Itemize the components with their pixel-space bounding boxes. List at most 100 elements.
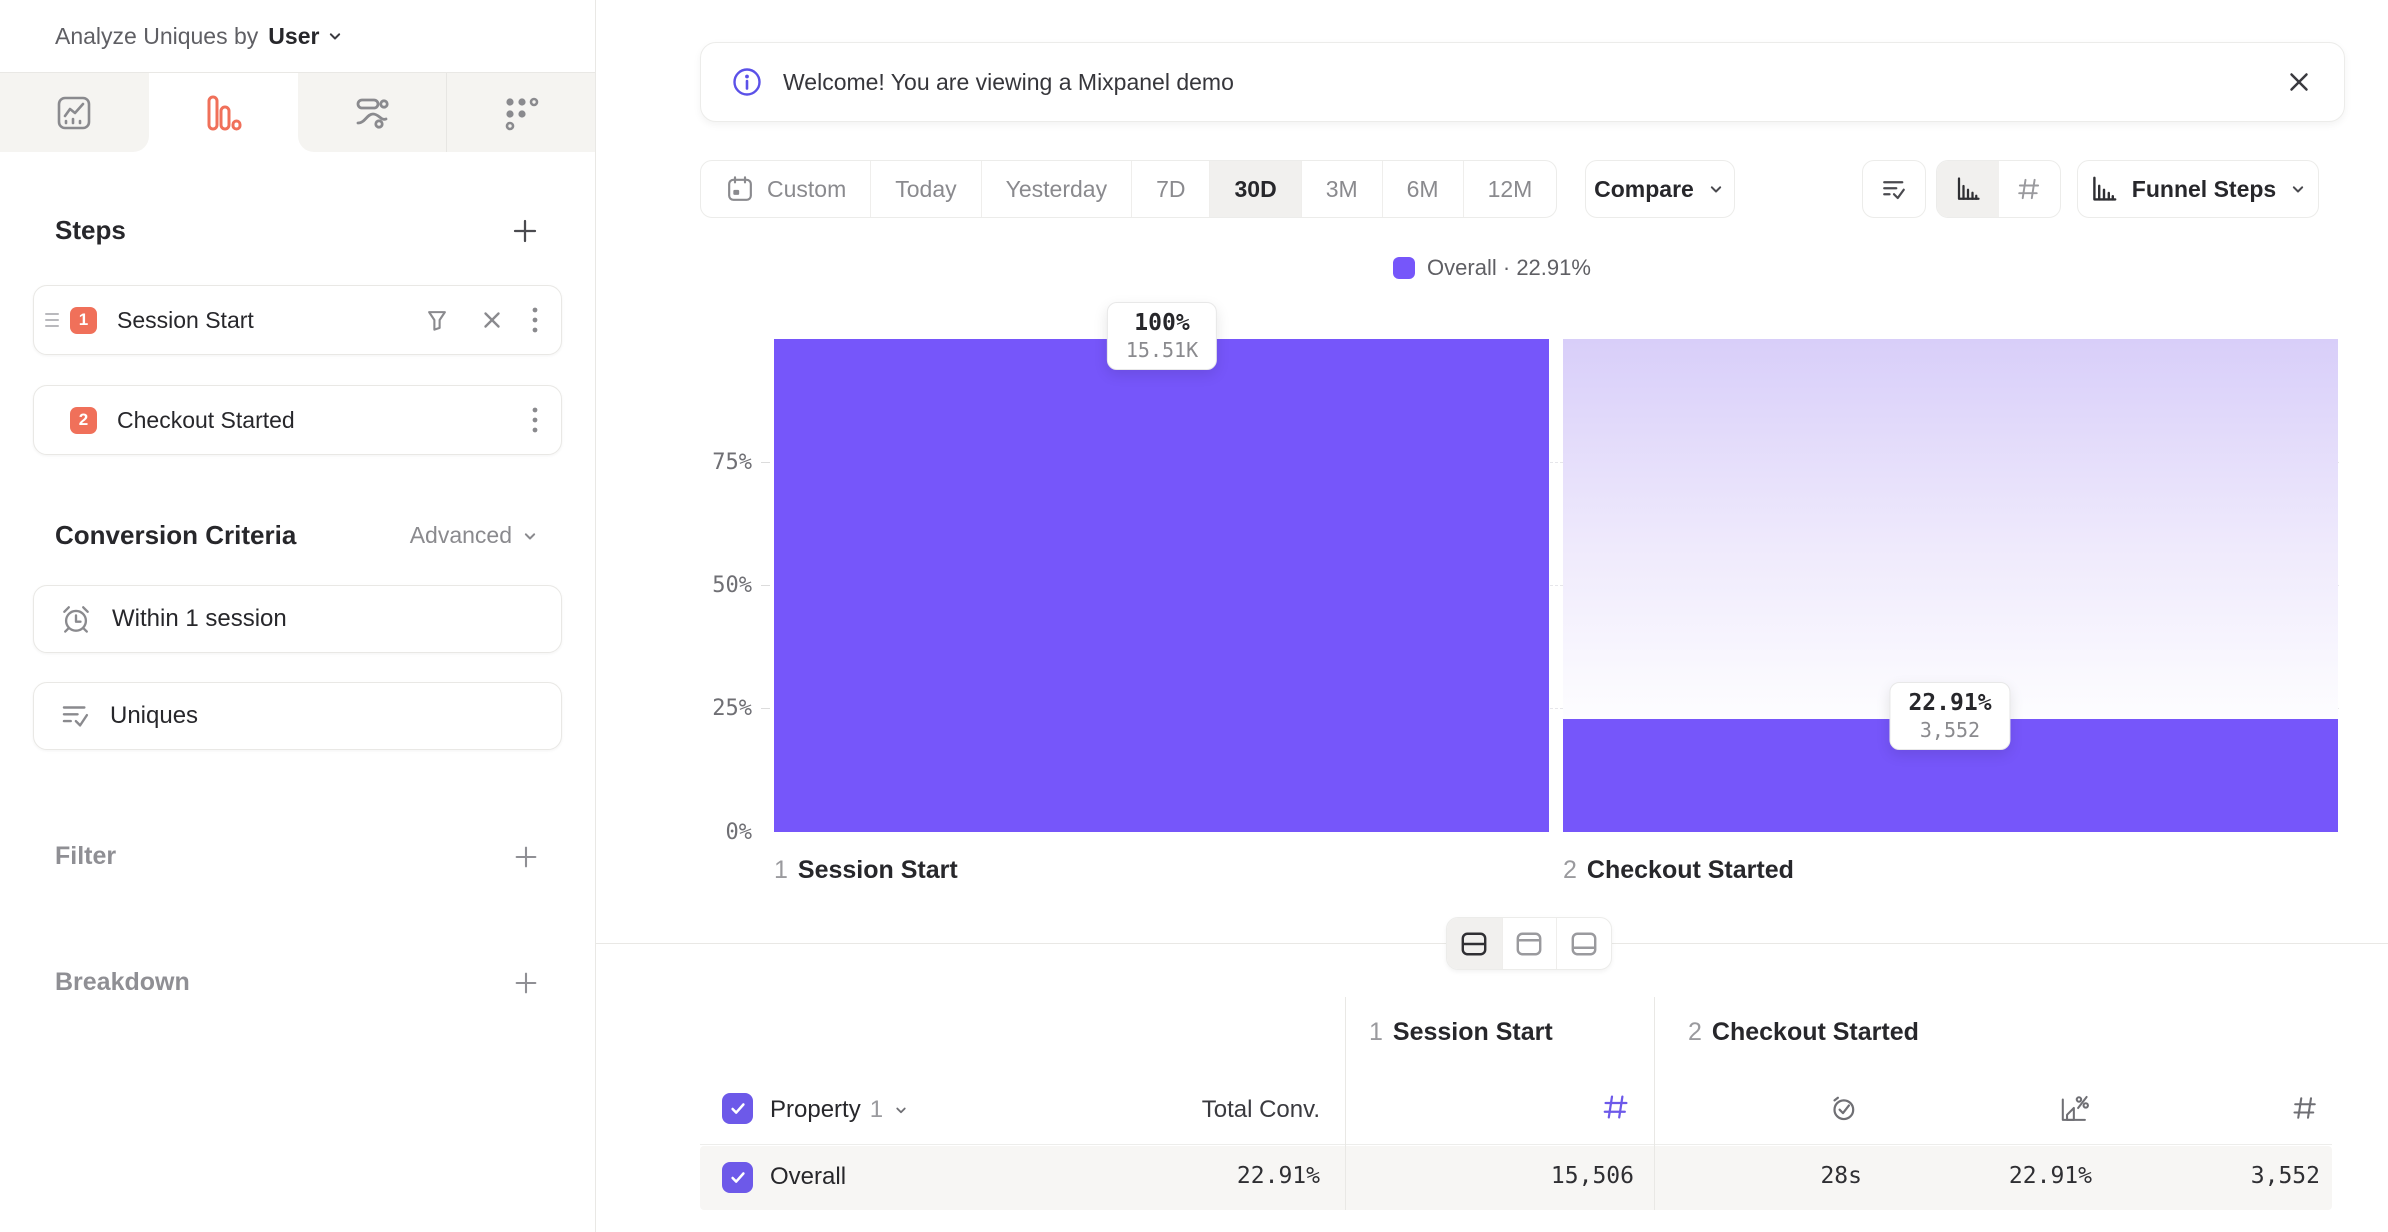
chart-only-view-toggle[interactable] [1501, 918, 1557, 969]
advanced-dropdown[interactable]: Advanced [410, 522, 540, 549]
counting-method-card[interactable]: Uniques [33, 682, 562, 750]
range-label: 12M [1487, 175, 1533, 202]
y-axis-tickmark [761, 585, 770, 586]
conversion-window-card[interactable]: Within 1 session [33, 585, 562, 653]
chevron-down-icon [520, 526, 540, 546]
compare-button[interactable]: Compare [1585, 160, 1735, 218]
range-label: Today [895, 175, 957, 202]
insights-icon [54, 93, 94, 133]
range-7d[interactable]: 7D [1132, 161, 1211, 217]
range-today[interactable]: Today [871, 161, 982, 217]
breakdown-section: Breakdown [55, 968, 540, 997]
tab-funnels[interactable] [148, 73, 298, 152]
range-yesterday[interactable]: Yesterday [982, 161, 1133, 217]
tab-retention[interactable] [446, 73, 595, 152]
banner-close-icon[interactable] [2284, 67, 2314, 97]
bar-value-tooltip-2: 22.91% 3,552 [1889, 682, 2011, 750]
funnel-bar-step-1[interactable] [774, 339, 1549, 832]
step-card-2[interactable]: 2 Checkout Started [33, 385, 562, 455]
tooltip-percent: 100% [1134, 310, 1190, 336]
value-display-segmented [1936, 160, 2061, 218]
legend-separator: · [1502, 255, 1511, 280]
chart-view-selector[interactable]: Funnel Steps [2077, 160, 2319, 218]
number-view-toggle[interactable] [1999, 161, 2061, 217]
table-header-rule [700, 1144, 2332, 1145]
step-name: Checkout Started [1586, 856, 1794, 884]
table-row[interactable] [700, 1146, 2332, 1210]
filter-step-icon[interactable] [423, 306, 451, 334]
range-6m[interactable]: 6M [1383, 161, 1464, 217]
range-label: 30D [1234, 175, 1277, 202]
bar-view-toggle[interactable] [1937, 161, 1999, 217]
chevron-down-icon [1706, 179, 1726, 199]
chevron-down-icon [325, 26, 345, 46]
step-card-1[interactable]: 1 Session Start [33, 285, 562, 355]
range-label: Yesterday [1005, 175, 1108, 202]
analyze-uniques-row: Analyze Uniques by User [55, 0, 345, 72]
step-number-badge: 2 [70, 406, 97, 434]
y-axis-tickmark [761, 462, 770, 463]
x-axis-step-label-1: 1 Session Start [774, 856, 958, 885]
funnel-dropoff-gradient [1563, 339, 2338, 719]
chart-legend[interactable]: Overall · 22.91% [596, 255, 2388, 281]
step-menu-icon[interactable] [531, 405, 539, 435]
row-series-label: Overall [770, 1163, 847, 1190]
step-label: Checkout Started [117, 406, 295, 433]
add-step-button[interactable] [510, 216, 540, 246]
count-metric-icon-step1[interactable] [1600, 1091, 1632, 1123]
add-breakdown-button[interactable] [512, 969, 540, 997]
cell-step1-count: 15,506 [1550, 1163, 1634, 1189]
funnel-chart-icon [203, 93, 243, 133]
split-view-toggle[interactable] [1447, 918, 1502, 969]
drag-handle-icon[interactable] [44, 309, 60, 331]
analyze-by-dropdown[interactable]: User [268, 23, 345, 50]
select-all-checkbox[interactable] [722, 1093, 753, 1124]
cell-total-conv: 22.91% [1236, 1163, 1320, 1189]
total-conv-column-header[interactable]: Total Conv. [1201, 1096, 1320, 1123]
breakdown-title: Breakdown [55, 968, 190, 996]
tab-insights[interactable] [0, 73, 149, 152]
analyze-label: Analyze Uniques by [55, 22, 259, 49]
table-group-header-2: 2 Checkout Started [1688, 1018, 1919, 1047]
table-only-view-toggle[interactable] [1556, 918, 1611, 969]
cell-avg-time: 28s [1820, 1163, 1862, 1189]
filter-title: Filter [55, 842, 117, 870]
date-range-group: Custom Today Yesterday 7D 30D 3M 6M 12M [700, 160, 1558, 218]
tab-flows[interactable] [297, 73, 447, 152]
range-30d[interactable]: 30D [1210, 161, 1302, 217]
step-number-badge: 1 [70, 306, 97, 334]
gridline-75 [774, 462, 2339, 463]
step-menu-icon[interactable] [531, 305, 539, 335]
welcome-banner: Welcome! You are viewing a Mixpanel demo [700, 42, 2345, 122]
add-filter-button[interactable] [512, 843, 540, 871]
steps-header: Steps [55, 215, 540, 246]
cell-step2-count: 3,552 [2250, 1163, 2320, 1189]
top-panel-icon [1514, 930, 1544, 958]
step-number: 2 [1563, 856, 1577, 884]
range-custom[interactable]: Custom [701, 161, 872, 217]
avg-time-metric-icon[interactable] [1826, 1091, 1860, 1125]
conversion-criteria-header: Conversion Criteria Advanced [55, 520, 540, 551]
chart-view-label: Funnel Steps [2131, 175, 2277, 202]
range-3m[interactable]: 3M [1302, 161, 1383, 217]
conversion-window-label: Within 1 session [112, 605, 287, 632]
row-checkbox[interactable] [722, 1162, 753, 1193]
remove-step-icon[interactable] [479, 307, 505, 333]
tooltip-percent: 22.91% [1908, 690, 1992, 716]
chevron-down-icon [892, 1101, 910, 1119]
metric-list-button[interactable] [1862, 160, 1926, 218]
conv-rate-metric-icon[interactable] [2056, 1091, 2090, 1125]
x-axis-step-label-2: 2 Checkout Started [1563, 856, 1794, 885]
steps-title: Steps [55, 215, 126, 245]
flows-icon [352, 93, 392, 133]
count-metric-icon-step2[interactable] [2290, 1093, 2320, 1123]
group-step-name: Session Start [1392, 1018, 1553, 1046]
report-type-tabbar [0, 72, 595, 152]
property-dropdown[interactable]: Property 1 [770, 1096, 910, 1124]
range-12m[interactable]: 12M [1464, 161, 1557, 217]
advanced-label: Advanced [409, 522, 512, 548]
step-label: Session Start [117, 306, 254, 333]
property-label: Property [770, 1096, 861, 1123]
y-axis-tick: 25% [712, 696, 752, 721]
